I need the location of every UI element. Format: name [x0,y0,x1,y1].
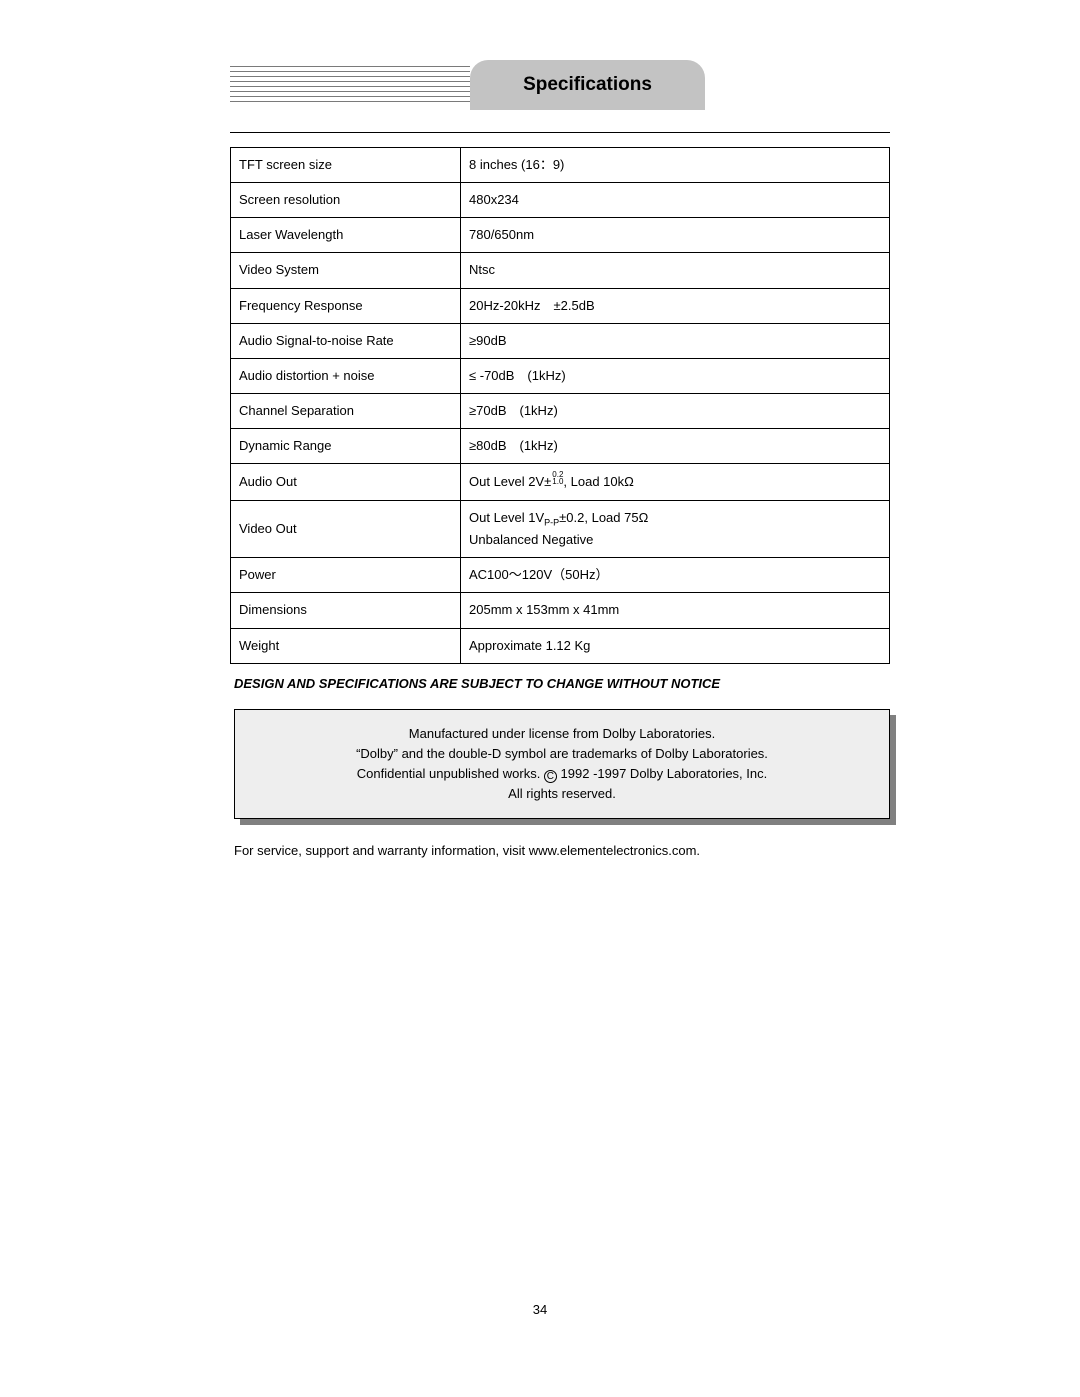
spec-label: Dynamic Range [231,429,461,464]
dolby-line-2: “Dolby” and the double-D symbol are trad… [356,746,768,761]
table-row: Laser Wavelength780/650nm [231,218,890,253]
service-info: For service, support and warranty inform… [234,843,890,858]
table-row: Channel Separation≥70dB (1kHz) [231,393,890,428]
spec-value: 480x234 [461,183,890,218]
spec-value: AC100～120V（50Hz） [461,558,890,593]
spec-label: Laser Wavelength [231,218,461,253]
section-title-tab: Specifications [470,60,705,110]
spec-label: Dimensions [231,593,461,628]
spec-label: Audio Out [231,464,461,500]
spec-value: 780/650nm [461,218,890,253]
table-row: Audio Signal-to-noise Rate≥90dB [231,323,890,358]
spec-label: TFT screen size [231,148,461,183]
table-row: Video OutOut Level 1VP-P±0.2, Load 75ΩUn… [231,500,890,558]
table-row: Audio OutOut Level 2V±0.21.0, Load 10kΩ [231,464,890,500]
dolby-license-box: Manufactured under license from Dolby La… [234,709,890,820]
spec-value: Out Level 2V±0.21.0, Load 10kΩ [461,464,890,500]
spec-value: Approximate 1.12 Kg [461,628,890,663]
spec-value: ≤ -70dB (1kHz) [461,358,890,393]
spec-label: Audio distortion + noise [231,358,461,393]
copyright-icon: C [544,770,557,783]
dolby-line-3-pre: Confidential unpublished works. [357,766,544,781]
dolby-line-4: All rights reserved. [508,786,616,801]
spec-value: ≥80dB (1kHz) [461,429,890,464]
header: Specifications [230,60,890,110]
table-row: Dynamic Range≥80dB (1kHz) [231,429,890,464]
table-row: PowerAC100～120V（50Hz） [231,558,890,593]
table-row: TFT screen size8 inches (16：9) [231,148,890,183]
dolby-box-content: Manufactured under license from Dolby La… [234,709,890,820]
dolby-line-1: Manufactured under license from Dolby La… [409,726,715,741]
spec-value: Out Level 1VP-P±0.2, Load 75ΩUnbalanced … [461,500,890,558]
table-row: Video SystemNtsc [231,253,890,288]
dolby-line-3-post: 1992 -1997 Dolby Laboratories, Inc. [557,766,767,781]
spec-label: Video Out [231,500,461,558]
table-row: WeightApproximate 1.12 Kg [231,628,890,663]
spec-label: Channel Separation [231,393,461,428]
spec-label: Power [231,558,461,593]
spec-value: 8 inches (16：9) [461,148,890,183]
spec-value: 205mm x 153mm x 41mm [461,593,890,628]
table-row: Screen resolution480x234 [231,183,890,218]
change-notice: DESIGN AND SPECIFICATIONS ARE SUBJECT TO… [234,676,890,691]
spec-label: Screen resolution [231,183,461,218]
table-row: Dimensions205mm x 153mm x 41mm [231,593,890,628]
divider [230,132,890,133]
spec-value: Ntsc [461,253,890,288]
spec-value: 20Hz-20kHz ±2.5dB [461,288,890,323]
spec-label: Frequency Response [231,288,461,323]
header-rule-lines [230,65,470,105]
spec-label: Weight [231,628,461,663]
table-row: Frequency Response20Hz-20kHz ±2.5dB [231,288,890,323]
spec-value: ≥90dB [461,323,890,358]
spec-label: Audio Signal-to-noise Rate [231,323,461,358]
table-row: Audio distortion + noise≤ -70dB (1kHz) [231,358,890,393]
specifications-table: TFT screen size8 inches (16：9)Screen res… [230,147,890,664]
spec-value: ≥70dB (1kHz) [461,393,890,428]
page-number: 34 [0,1302,1080,1317]
spec-label: Video System [231,253,461,288]
page: Specifications TFT screen size8 inches (… [0,0,1080,1397]
